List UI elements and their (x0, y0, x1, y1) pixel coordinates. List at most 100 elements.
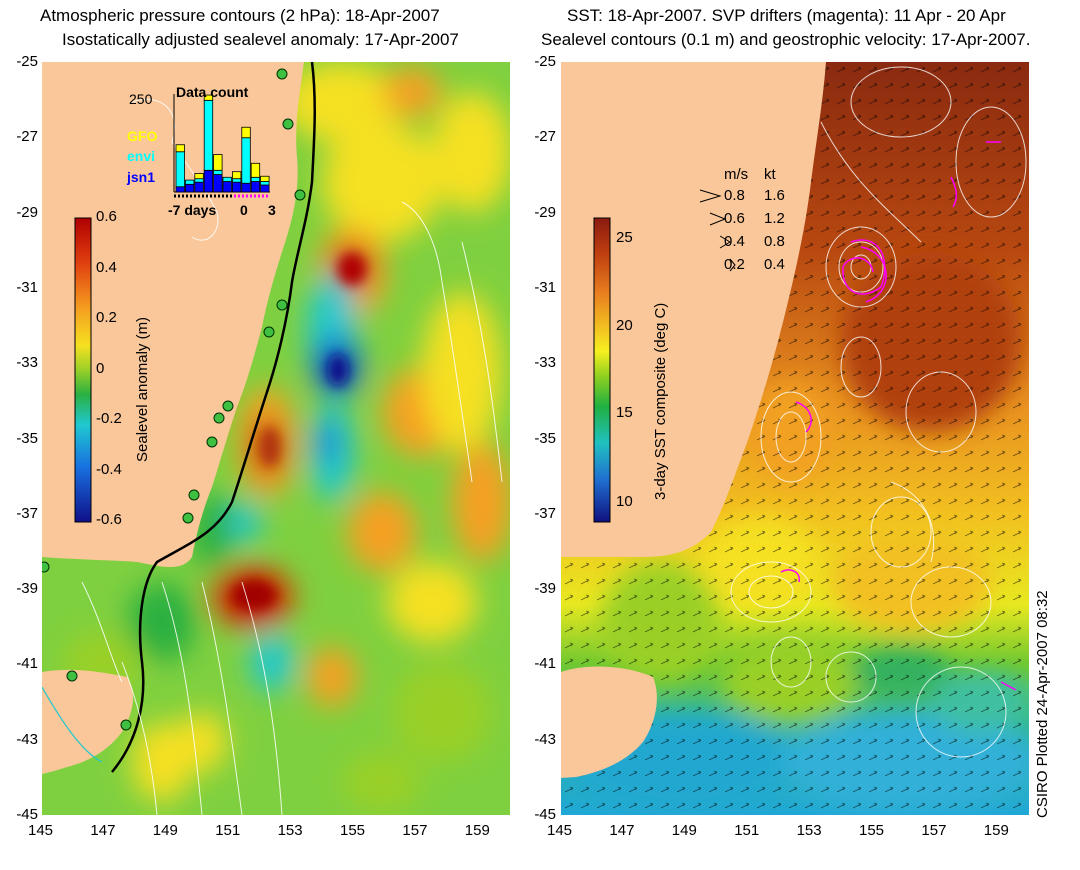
sst-cb-tick-0: 25 (616, 229, 633, 246)
vel-row-ms-2: 0.4 (724, 233, 745, 250)
y-tick-left-6: -37 (16, 504, 38, 522)
inset-bar-envi-8 (250, 176, 261, 182)
inset-title: Data count (176, 84, 249, 100)
inset-x-label-zero: 0 (240, 202, 248, 218)
sealevel-cb-tick-4: -0.2 (96, 410, 122, 427)
y-tick-left-5: -35 (16, 429, 38, 447)
inset-bar-jsn1-6 (232, 181, 242, 193)
x-tick-left-0: 145 (28, 822, 54, 839)
inset-bar-envi-7 (241, 137, 251, 184)
x-tick-right-6: 157 (921, 822, 947, 839)
vel-arrow-0 (699, 189, 722, 203)
y-tick-left-0: -25 (16, 53, 38, 70)
y-tick-right-0: -25 (534, 53, 556, 70)
vel-arrow-3 (729, 258, 736, 272)
inset-bar-envi-0 (175, 151, 185, 188)
inset-bar-envi-2 (194, 178, 204, 183)
sealevel-cb-tick-2: 0.2 (96, 309, 117, 326)
inset-bar-jsn1-7 (241, 182, 251, 193)
inset-bar-jsn1-5 (222, 181, 232, 193)
sst-colorbar-label: 3-day SST composite (deg C) (652, 302, 669, 500)
sst-map-svg (561, 62, 1029, 815)
sst-colorbar (593, 217, 611, 523)
sealevel-cb-tick-0: 0.6 (96, 208, 117, 225)
sst-map (561, 62, 1029, 815)
inset-bar-jsn1-1 (184, 183, 195, 193)
y-tick-left-2: -29 (16, 203, 38, 221)
tasmania (561, 666, 657, 778)
tasmania (42, 669, 134, 774)
vel-row-ms-1: 0.6 (724, 210, 745, 227)
y-tick-left-4: -33 (16, 354, 38, 372)
inset-bar-envi-6 (232, 178, 242, 183)
y-tick-left-3: -31 (16, 278, 38, 296)
y-tick-left-1: -27 (16, 128, 38, 146)
vel-row-ms-0: 0.8 (724, 187, 745, 204)
mainland (561, 62, 826, 557)
inset-bar-jsn1-4 (213, 174, 223, 193)
x-tick-right-7: 159 (983, 822, 1009, 839)
pressure-contours (81, 98, 503, 815)
sealevel-colorbar (74, 217, 92, 523)
right-title-line2: Sealevel contours (0.1 m) and geostrophi… (541, 30, 1031, 49)
inset-legend-gfo: GFO (127, 128, 158, 144)
inset-bar-envi-5 (222, 176, 232, 182)
y-tick-right-1: -27 (534, 128, 556, 146)
sealevel-cb-tick-3: 0 (96, 359, 105, 377)
vel-arrow-2 (719, 235, 731, 249)
sealevel-cb-tick-6: -0.6 (96, 511, 122, 528)
inset-bar-jsn1-8 (250, 181, 261, 193)
y-tick-left-8: -41 (16, 655, 38, 673)
inset-bar-GFO-8 (250, 162, 261, 178)
inset-bar-envi-4 (213, 169, 223, 175)
inset-x-label-end: 3 (268, 202, 276, 218)
x-tick-left-3: 151 (215, 822, 241, 839)
y-tick-right-10: -45 (534, 806, 556, 823)
inset-bar-GFO-3 (203, 94, 214, 101)
y-tick-right-4: -33 (534, 354, 556, 372)
inset-bar-GFO-2 (194, 173, 204, 180)
sealevel-colorbar-label: Sealevel anomaly (m) (134, 316, 151, 462)
inset-legend-envi: envi (127, 148, 156, 164)
x-tick-left-5: 155 (340, 822, 366, 839)
csiro-footer: CSIRO Plotted 24-Apr-2007 08:32 (1034, 590, 1051, 818)
right-title-line1: SST: 18-Apr-2007. SVP drifters (magenta)… (567, 6, 1006, 25)
vel-header-kt: kt (764, 166, 776, 183)
sealevel-map-svg (42, 62, 510, 815)
y-tick-right-6: -37 (534, 504, 556, 522)
inset-bar-GFO-0 (175, 144, 185, 153)
x-tick-right-2: 149 (671, 822, 697, 839)
x-tick-left-4: 153 (277, 822, 303, 839)
y-tick-right-2: -29 (534, 203, 556, 221)
y-tick-right-8: -41 (534, 655, 556, 673)
inset-ymax-label: 250 (129, 91, 153, 107)
vel-row-kt-1: 1.2 (764, 210, 785, 227)
y-tick-right-5: -35 (534, 429, 556, 447)
data-count-inset (173, 94, 270, 198)
sealevel-cb-tick-1: 0.4 (96, 258, 117, 276)
x-tick-left-7: 159 (464, 822, 490, 839)
left-title-line2: Isostatically adjusted sealevel anomaly:… (62, 30, 459, 49)
inset-bar-jsn1-0 (175, 186, 185, 193)
inset-bar-jsn1-2 (194, 181, 204, 193)
vel-arrow-1 (709, 212, 727, 226)
y-tick-left-7: -39 (16, 580, 38, 598)
inset-bar-GFO-9 (260, 175, 270, 182)
x-tick-left-6: 157 (402, 822, 428, 839)
svp-drifter-tracks (780, 141, 1017, 691)
vel-row-kt-3: 0.4 (764, 256, 785, 273)
sealevel-anomaly-map (42, 62, 510, 815)
y-tick-right-9: -43 (534, 730, 556, 748)
tide-gauge-markers (42, 68, 306, 731)
inset-bar-jsn1-9 (260, 184, 270, 193)
x-tick-right-1: 147 (609, 822, 635, 839)
inset-bar-GFO-7 (241, 126, 251, 139)
x-tick-left-2: 149 (152, 822, 178, 839)
inset-legend-jsn1: jsn1 (127, 169, 156, 185)
y-tick-left-10: -45 (16, 806, 38, 823)
inset-bar-envi-9 (260, 181, 270, 186)
x-tick-right-0: 145 (547, 822, 573, 839)
inset-bar-jsn1-3 (203, 169, 214, 193)
inset-bar-envi-1 (184, 179, 195, 185)
sst-cb-tick-3: 10 (616, 493, 633, 510)
